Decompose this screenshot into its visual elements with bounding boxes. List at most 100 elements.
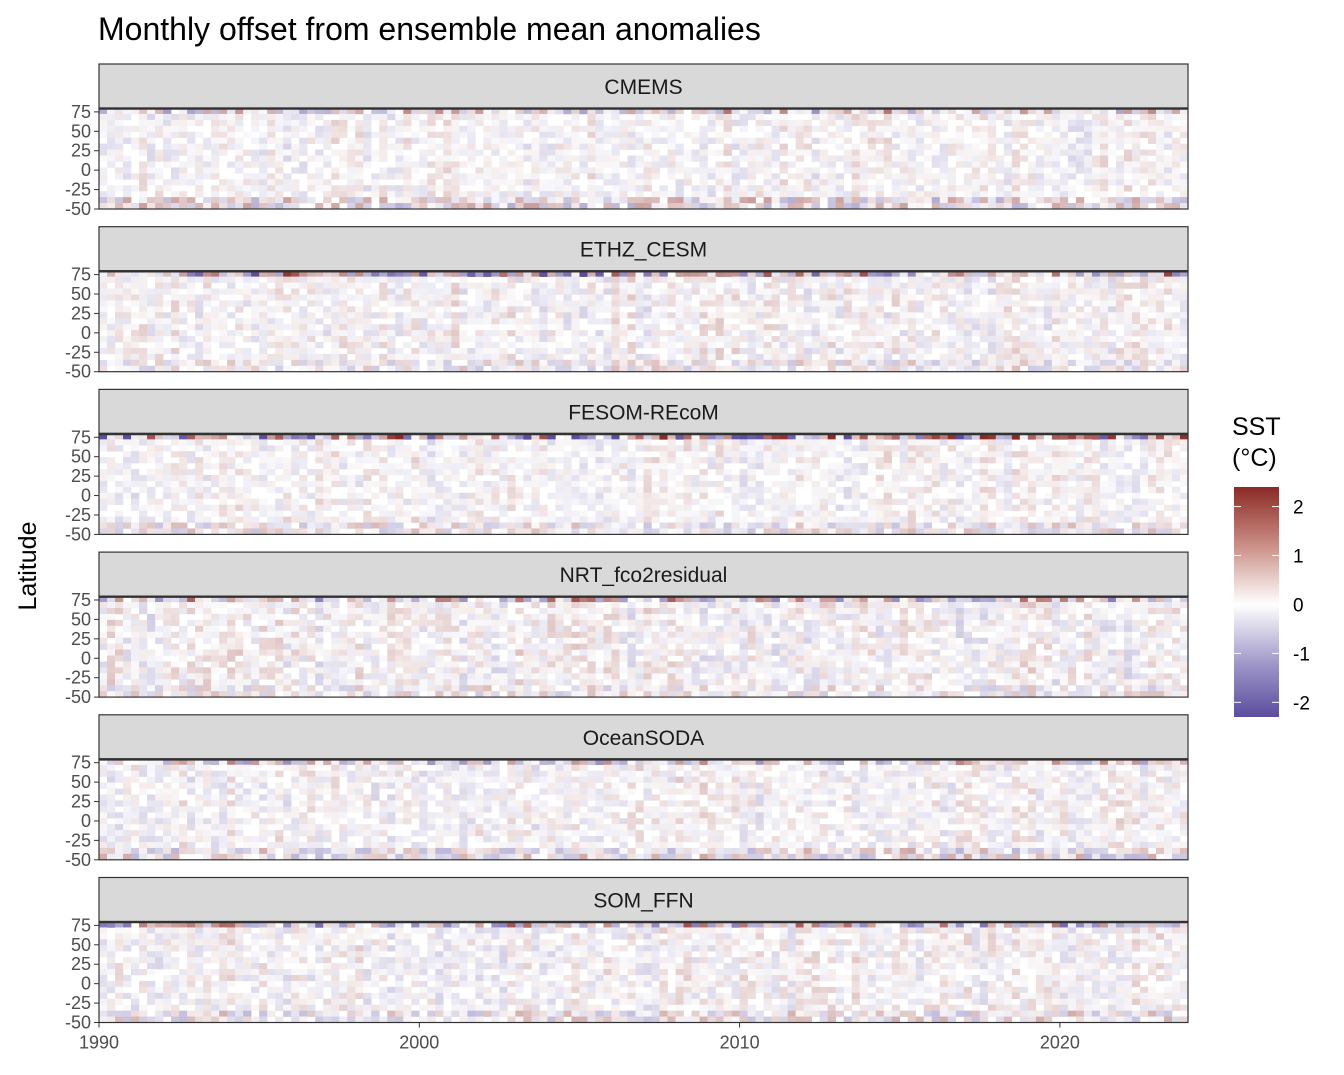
heatmap-cell	[955, 433, 965, 440]
heatmap-cell	[851, 312, 860, 319]
heatmap-cell	[395, 203, 404, 210]
heatmap-cell	[227, 276, 236, 283]
heatmap-cell	[307, 445, 316, 452]
heatmap-cell	[371, 108, 380, 115]
heatmap-cell	[667, 161, 676, 168]
heatmap-cell	[355, 191, 364, 198]
heatmap-cell	[939, 185, 949, 192]
heatmap-cell	[851, 492, 860, 500]
heatmap-cell	[1115, 185, 1125, 192]
heatmap-cell	[907, 469, 917, 476]
heatmap-cell	[267, 191, 276, 198]
heatmap-cell	[947, 185, 957, 192]
heatmap-cell	[819, 306, 828, 313]
heatmap-cell	[379, 276, 388, 283]
heatmap-cell	[827, 463, 836, 470]
heatmap-cell	[555, 161, 564, 168]
heatmap-cell	[883, 276, 893, 283]
heatmap-cell	[1179, 276, 1189, 283]
heatmap-cell	[507, 282, 516, 289]
heatmap-cell	[139, 191, 148, 198]
heatmap-cell	[395, 294, 404, 301]
heatmap-cell	[379, 445, 388, 452]
heatmap-cell	[1027, 359, 1037, 367]
heatmap-cell	[763, 203, 772, 210]
heatmap-cell	[467, 161, 476, 168]
heatmap-cell	[1171, 300, 1181, 307]
heatmap-cell	[491, 197, 500, 204]
heatmap-cell	[291, 347, 300, 355]
heatmap-cell	[259, 173, 268, 180]
heatmap-cell	[211, 474, 220, 482]
heatmap-cell	[339, 125, 348, 133]
heatmap-cell	[851, 270, 860, 277]
heatmap-cell	[867, 185, 877, 192]
heatmap-cell	[339, 276, 348, 283]
heatmap-cell	[235, 197, 244, 204]
heatmap-cell	[1059, 336, 1069, 343]
heatmap-cell	[651, 173, 660, 180]
heatmap-cell	[963, 463, 973, 470]
heatmap-cell	[819, 336, 828, 343]
heatmap-cell	[155, 353, 164, 361]
heatmap-cell	[563, 347, 572, 355]
heatmap-cell	[219, 149, 228, 156]
heatmap-cell	[259, 167, 268, 174]
heatmap-cell	[227, 492, 236, 500]
heatmap-cell	[611, 330, 620, 337]
heatmap-cell	[107, 197, 116, 204]
heatmap-cell	[907, 463, 917, 470]
heatmap-cell	[323, 474, 332, 482]
heatmap-cell	[675, 191, 684, 198]
heatmap-cell	[955, 137, 965, 144]
heatmap-cell	[187, 439, 196, 446]
heatmap-cell	[555, 445, 564, 452]
heatmap-cell	[267, 451, 276, 458]
heatmap-cell	[931, 108, 941, 115]
heatmap-cell	[1139, 197, 1149, 204]
heatmap-cell	[627, 451, 636, 458]
heatmap-cell	[355, 353, 364, 361]
heatmap-cell	[563, 185, 572, 192]
heatmap-cell	[811, 288, 820, 295]
heatmap-cell	[707, 312, 716, 319]
heatmap-cell	[419, 324, 428, 331]
heatmap-cell	[1099, 191, 1109, 198]
heatmap-cell	[659, 191, 668, 198]
heatmap-cell	[363, 365, 372, 372]
heatmap-cell	[235, 113, 244, 121]
heatmap-cell	[235, 433, 244, 440]
heatmap-cell	[115, 155, 124, 162]
heatmap-cell	[115, 143, 124, 150]
heatmap-cell	[875, 324, 885, 331]
heatmap-cell	[1099, 108, 1109, 115]
heatmap-cell	[819, 324, 828, 331]
heatmap-cell	[859, 149, 869, 156]
heatmap-cell	[523, 191, 532, 198]
heatmap-cell	[115, 300, 124, 307]
heatmap-cell	[339, 353, 348, 361]
heatmap-cell	[531, 336, 540, 343]
heatmap-cell	[843, 294, 852, 301]
heatmap-cell	[715, 451, 724, 458]
heatmap-cell	[627, 463, 636, 470]
heatmap-cell	[1163, 125, 1173, 133]
heatmap-cell	[1075, 197, 1085, 204]
heatmap-cell	[251, 312, 260, 319]
heatmap-cell	[691, 288, 700, 295]
heatmap-cell	[587, 203, 596, 210]
heatmap-cell	[275, 282, 284, 289]
heatmap-cell	[707, 353, 716, 361]
heatmap-cell	[1059, 288, 1069, 295]
heatmap-cell	[547, 365, 556, 372]
heatmap-cell	[731, 155, 740, 162]
heatmap-cell	[1075, 108, 1085, 115]
heatmap-cell	[923, 191, 933, 198]
heatmap-cell	[827, 318, 836, 325]
y-tick-label: 75	[71, 102, 91, 122]
heatmap-cell	[99, 125, 108, 133]
heatmap-cell	[427, 324, 436, 331]
heatmap-cell	[283, 276, 292, 283]
heatmap-cell	[603, 113, 612, 121]
heatmap-cell	[707, 365, 716, 372]
